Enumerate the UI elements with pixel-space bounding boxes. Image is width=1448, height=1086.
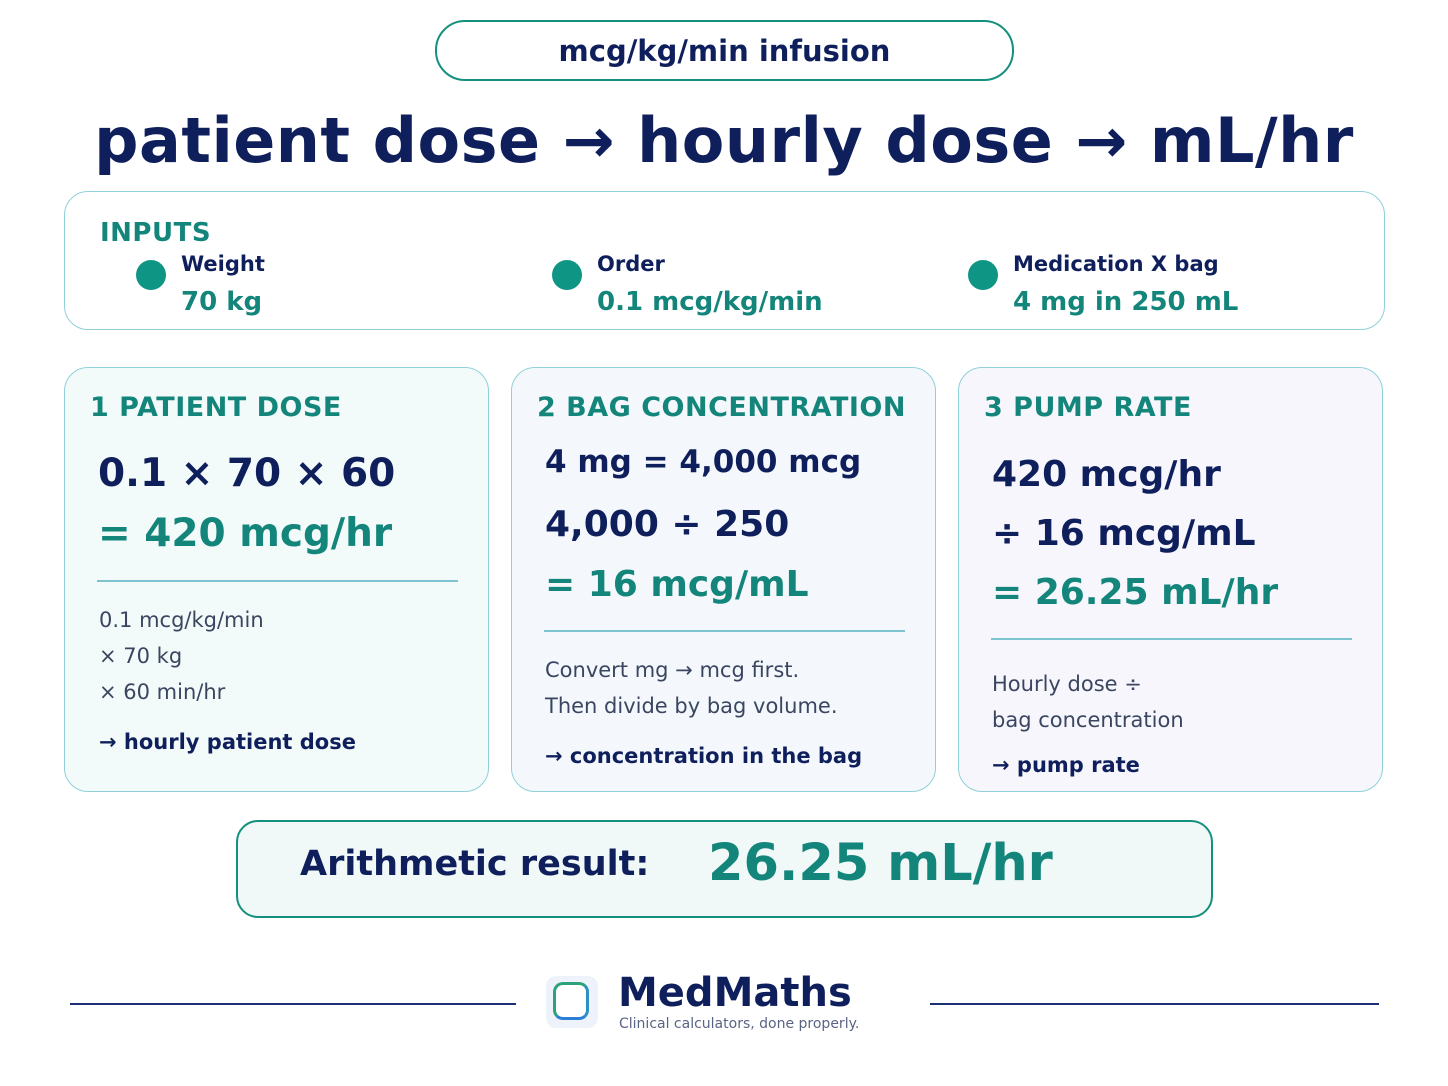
bullet-dot-icon — [968, 260, 998, 290]
result-value: 26.25 mL/hr — [708, 834, 1053, 893]
note-line: Hourly dose ÷ — [992, 672, 1142, 696]
note-line: × 70 kg — [99, 644, 183, 668]
page-title: patient dose → hourly dose → mL/hr — [94, 104, 1354, 177]
calc-line: 420 mcg/hr — [992, 454, 1221, 495]
brand-name: MedMaths — [618, 970, 852, 1016]
footer-rule-right — [930, 1003, 1379, 1005]
calc-line: 0.1 × 70 × 60 — [98, 451, 396, 496]
divider — [544, 630, 905, 632]
divider — [991, 638, 1352, 640]
calc-line: ÷ 16 mcg/mL — [992, 513, 1256, 554]
step-card-pump-rate: 3 PUMP RATE 420 mcg/hr ÷ 16 mcg/mL = 26.… — [958, 367, 1383, 792]
input-value: 70 kg — [181, 287, 263, 317]
note-line: bag concentration — [992, 708, 1184, 732]
medmaths-logo-icon — [546, 976, 598, 1028]
inputs-panel: INPUTS Weight 70 kg Order 0.1 mcg/kg/min… — [64, 191, 1385, 330]
topic-badge: mcg/kg/min infusion — [435, 20, 1014, 81]
step-title: 3 PUMP RATE — [984, 392, 1192, 423]
result-panel: Arithmetic result: 26.25 mL/hr — [236, 820, 1213, 918]
divider — [97, 580, 458, 582]
step-tag: → hourly patient dose — [99, 730, 356, 754]
step-card-bag-concentration: 2 BAG CONCENTRATION 4 mg = 4,000 mcg 4,0… — [511, 367, 936, 792]
note-line: 0.1 mcg/kg/min — [99, 608, 264, 632]
bullet-dot-icon — [552, 260, 582, 290]
step-tag: → pump rate — [992, 753, 1140, 777]
note-line: × 60 min/hr — [99, 680, 226, 704]
note-line: Then divide by bag volume. — [545, 694, 838, 718]
bullet-dot-icon — [136, 260, 166, 290]
calc-line: 4 mg = 4,000 mcg — [545, 444, 862, 480]
calc-result: = 420 mcg/hr — [98, 511, 393, 556]
inputs-title: INPUTS — [100, 218, 212, 248]
calc-line: 4,000 ÷ 250 — [545, 504, 790, 545]
calc-result: = 26.25 mL/hr — [992, 572, 1279, 613]
input-label: Weight — [181, 252, 265, 276]
calc-result: = 16 mcg/mL — [545, 564, 809, 605]
brand-tagline: Clinical calculators, done properly. — [619, 1016, 860, 1032]
step-card-patient-dose: 1 PATIENT DOSE 0.1 × 70 × 60 = 420 mcg/h… — [64, 367, 489, 792]
step-title: 1 PATIENT DOSE — [90, 392, 342, 423]
input-label: Order — [597, 252, 665, 276]
input-label: Medication X bag — [1013, 252, 1219, 276]
note-line: Convert mg → mcg first. — [545, 658, 800, 682]
step-title: 2 BAG CONCENTRATION — [537, 392, 906, 423]
input-value: 0.1 mcg/kg/min — [597, 287, 823, 317]
footer-rule-left — [70, 1003, 516, 1005]
step-tag: → concentration in the bag — [545, 744, 863, 768]
result-label: Arithmetic result: — [300, 844, 650, 884]
input-value: 4 mg in 250 mL — [1013, 287, 1239, 317]
